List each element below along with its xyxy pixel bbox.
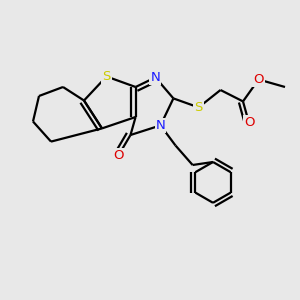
Text: N: N (151, 71, 160, 84)
Text: S: S (102, 70, 111, 83)
Text: O: O (113, 149, 124, 162)
Text: S: S (194, 101, 203, 114)
Text: O: O (244, 116, 254, 130)
Text: N: N (156, 119, 165, 132)
Text: O: O (253, 73, 264, 86)
